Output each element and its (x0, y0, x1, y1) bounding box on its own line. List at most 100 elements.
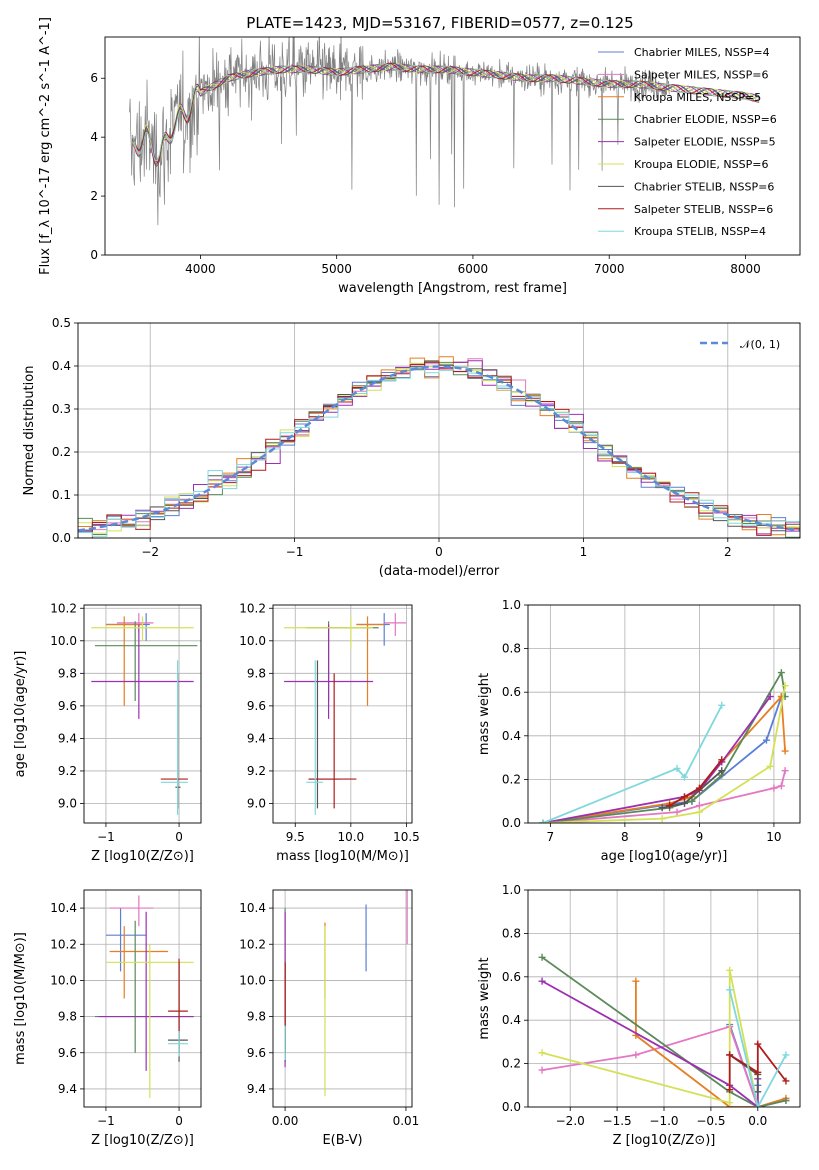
age_vs_mass-ytick-label: 10.2 (239, 601, 266, 615)
weight_vs_age-point-marker (770, 784, 778, 792)
weight_vs_Z-series-line (728, 989, 787, 1107)
weight_vs_Z-xtick-label: −1.0 (649, 1114, 678, 1128)
spectrum-legend-label: Kroupa STELIB, NSSP=4 (634, 225, 766, 238)
residuals-ytick-label: 0.1 (52, 488, 71, 502)
spectrum-legend-label: Salpeter ELODIE, NSSP=5 (634, 136, 776, 149)
spectrum-legend-label: Kroupa ELODIE, NSSP=6 (634, 158, 768, 171)
mass_vs_EBV-xtick-label: 0.00 (272, 1114, 299, 1128)
residuals-ytick-label: 0.0 (52, 531, 71, 545)
weight_vs_Z-xtick-label: −0.5 (696, 1114, 725, 1128)
spectrum-xtick-label: 7000 (594, 262, 625, 276)
spectrum-legend-label: Chabrier MILES, NSSP=4 (634, 46, 770, 59)
weight_vs_Z-point-marker (754, 1103, 762, 1107)
weight_vs_age-point-marker (673, 808, 681, 816)
age_vs_Z-xlabel: Z [log10(Z/Z⊙)] (91, 849, 194, 864)
age_vs_mass-xtick-label: 9.5 (286, 830, 305, 844)
mass_vs_EBV-ytick-label: 10.2 (239, 937, 266, 951)
age_vs_mass-ytick-label: 9.0 (247, 796, 266, 810)
mass_vs_Z-ytick-label: 9.6 (58, 1046, 77, 1060)
spectrum-model-line (131, 63, 760, 162)
residuals-ytick-label: 0.2 (52, 445, 71, 459)
weight_vs_age-series-line (542, 694, 786, 823)
residuals-xlabel: (data-model)/error (379, 564, 500, 579)
residuals-xtick-label: −2 (141, 545, 159, 559)
age_vs_mass-ytick-label: 10.0 (239, 634, 266, 648)
residuals-xtick-label: 1 (580, 545, 588, 559)
weight_vs_age-xtick-label: 10 (766, 830, 781, 844)
weight_vs_Z-point-marker (538, 977, 546, 985)
weight_vs_age-point-marker (718, 756, 726, 764)
age_vs_Z-ytick-label: 10.2 (50, 601, 77, 615)
weight_vs_Z-point-marker (538, 953, 546, 961)
weight_vs_age-point-marker (781, 747, 789, 755)
residuals-xtick-label: −1 (286, 545, 304, 559)
weight_vs_Z-point-marker (726, 1086, 734, 1094)
weight_vs_Z-point-marker (754, 1068, 762, 1076)
mass_vs_EBV-points (284, 890, 408, 1097)
mass_vs_Z-ytick-label: 10.2 (50, 937, 77, 951)
mass_vs_EBV-frame (272, 889, 413, 1108)
spectrum-xlabel: wavelength [Angstrom, rest frame] (338, 281, 567, 296)
weight_vs_Z-point-marker (538, 1066, 546, 1074)
weight_vs_Z-series-line (541, 956, 787, 1107)
weight_vs_Z-point-marker (632, 977, 640, 985)
weight_vs_Z-ytick-label: 0.2 (502, 1057, 521, 1071)
age_vs_mass-ytick-label: 9.4 (247, 731, 266, 745)
weight_vs_age-point-marker (658, 804, 666, 812)
weight_vs_Z-ytick-label: 0.8 (502, 926, 521, 940)
mass_vs_EBV-xlabel: E(B-V) (322, 1133, 362, 1148)
residuals-xtick-label: 0 (435, 545, 443, 559)
mass_vs_Z-xtick-label: −1 (97, 1114, 115, 1128)
residuals-xtick-label: 2 (724, 545, 732, 559)
spectrum-legend-label: Kroupa MILES, NSSP=5 (634, 91, 761, 104)
age_vs_Z-ytick-label: 9.6 (58, 699, 77, 713)
residuals-ytick-label: 0.4 (52, 359, 71, 373)
weight_vs_age-xlabel: age [log10(age/yr)] (601, 849, 728, 864)
weight_vs_age-series-line (542, 696, 771, 823)
mass_vs_EBV-xtick-label: 0.01 (393, 1114, 420, 1128)
age_vs_Z-ytick-label: 10.0 (50, 634, 77, 648)
mass_vs_EBV-ytick-label: 9.8 (247, 1010, 266, 1024)
weight_vs_age-series-line (542, 770, 786, 823)
weight_vs_Z-lines (538, 953, 790, 1107)
residuals-ytick-label: 0.5 (52, 316, 71, 330)
weight_vs_age-series-line (542, 669, 786, 823)
weight_vs_Z-point-marker (726, 966, 734, 974)
mass_vs_EBV-ytick-label: 10.4 (239, 901, 266, 915)
age_vs_mass-xtick-label: 10.5 (393, 830, 420, 844)
weight_vs_age-series-line (669, 759, 723, 807)
mass_vs_EBV-ytick-label: 10.0 (239, 973, 266, 987)
weight_vs_age-point-marker (688, 797, 696, 805)
weight_vs_age-point-marker (680, 799, 688, 807)
weight_vs_Z-point-marker (726, 986, 734, 994)
age_vs_Z-ytick-label: 9.8 (58, 666, 77, 680)
weight_vs_age-point-marker (673, 765, 681, 772)
spectrum-legend-label: Salpeter STELIB, NSSP=6 (634, 203, 773, 216)
weight_vs_age-point-marker (777, 669, 785, 677)
mass_vs_Z-ylabel: mass [log10(M/M⊙)] (13, 932, 28, 1065)
age_vs_Z-xtick-label: −1 (97, 830, 115, 844)
weight_vs_Z-point-marker (782, 1096, 790, 1104)
weight_vs_age-ytick-label: 1.0 (502, 598, 521, 612)
weight_vs_Z-ylabel: mass weight (477, 957, 492, 1039)
weight_vs_age-point-marker (666, 802, 674, 810)
weight_vs_age-ylabel: mass weight (477, 673, 492, 755)
age_vs_mass-ytick-label: 9.2 (247, 764, 266, 778)
weight_vs_age-xtick-label: 9 (696, 830, 704, 844)
spectrum-ytick-label: 0 (90, 248, 98, 262)
mass_vs_Z-xlabel: Z [log10(Z/Z⊙)] (91, 1133, 194, 1148)
weight_vs_age-point-marker (680, 773, 688, 781)
weight_vs_age-ytick-label: 0.4 (502, 729, 521, 743)
weight_vs_age-point-marker (680, 793, 688, 801)
spectrum-legend-label: Chabrier STELIB, NSSP=6 (634, 180, 774, 193)
weight_vs_Z-point-marker (754, 1040, 762, 1048)
age_vs_mass-xlabel: mass [log10(M/M⊙)] (276, 849, 409, 864)
age_vs_Z-ylabel: age [log10(age/yr)] (13, 651, 28, 778)
weight_vs_Z-point-marker (538, 1049, 546, 1057)
weight_vs_Z-frame (527, 889, 801, 1108)
spectrum-ytick-label: 2 (90, 189, 98, 203)
weight_vs_Z-ytick-label: 0.6 (502, 970, 521, 984)
figure-title: PLATE=1423, MJD=53167, FIBERID=0577, z=0… (246, 14, 633, 32)
age_vs_mass-points (284, 613, 407, 815)
weight_vs_Z-xtick-label: −1.5 (603, 1114, 632, 1128)
